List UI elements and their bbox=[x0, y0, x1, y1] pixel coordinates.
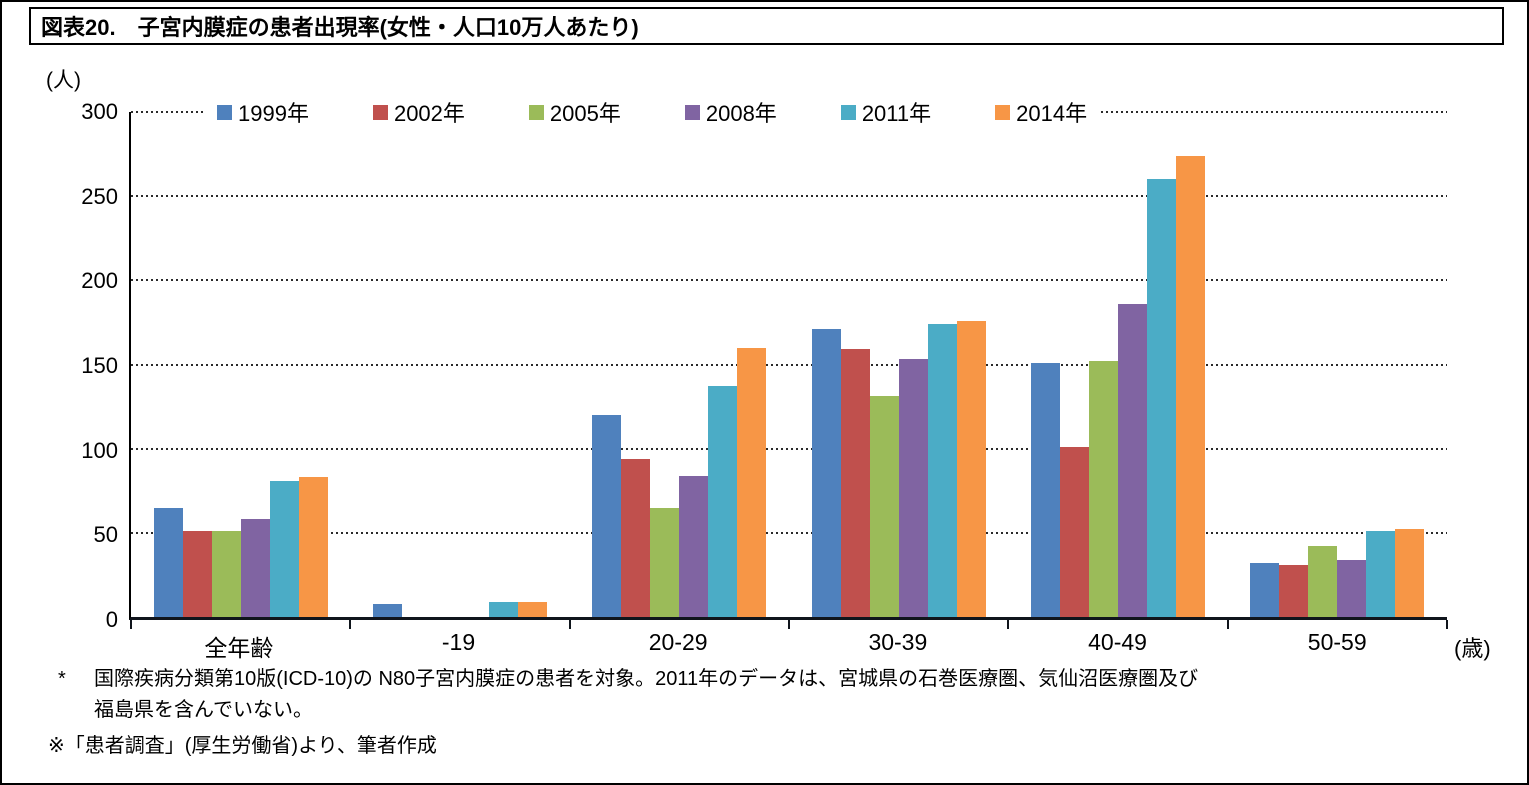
bar-1999年-20-29 bbox=[592, 415, 622, 617]
bar-2014年-全年齢 bbox=[298, 477, 328, 617]
bar-2008年-40-49 bbox=[1117, 303, 1147, 617]
x-axis-unit-label: (歳) bbox=[1454, 636, 1491, 661]
x-axis-tick bbox=[349, 620, 352, 629]
legend-label: 2002年 bbox=[393, 101, 465, 126]
x-axis-tick bbox=[788, 620, 790, 629]
x-category-label-40-49: 40-49 bbox=[1088, 629, 1147, 655]
bar-2011年-50-59 bbox=[1366, 531, 1396, 617]
legend-label: 1999年 bbox=[238, 101, 309, 126]
y-tick-label-50: 50 bbox=[93, 522, 118, 548]
bar-2011年--19 bbox=[488, 601, 518, 617]
gridline-150 bbox=[131, 363, 1447, 366]
y-axis-unit-label: (人) bbox=[46, 69, 81, 92]
x-axis-tick bbox=[1226, 620, 1229, 629]
bar-group-30-39 bbox=[789, 112, 1008, 617]
bar-2011年-全年齢 bbox=[269, 480, 299, 617]
bar-1999年-30-39 bbox=[811, 329, 841, 617]
bar-2014年--19 bbox=[517, 601, 547, 617]
x-axis-tick bbox=[130, 620, 132, 629]
footnote-marker: * bbox=[58, 668, 66, 690]
bar-2014年-30-39 bbox=[956, 320, 986, 617]
bar-2005年-全年齢 bbox=[211, 531, 241, 617]
bar-2005年-30-39 bbox=[869, 396, 899, 617]
bar-2002年-40-49 bbox=[1059, 446, 1089, 617]
legend-swatch-icon bbox=[372, 104, 388, 120]
plot-area: 1999年 2002年 2005年 2008年 2011年 2014年 bbox=[129, 97, 1448, 629]
gridline-50 bbox=[131, 531, 1447, 534]
bar-2008年-30-39 bbox=[898, 359, 928, 617]
footnote-icd: * 国際疾病分類第10版(ICD-10)の N80子宮内膜症の患者を対象。201… bbox=[48, 664, 1496, 726]
legend-label: 2011年 bbox=[861, 101, 932, 126]
legend-label: 2008年 bbox=[705, 101, 777, 126]
y-tick-label-200: 200 bbox=[81, 268, 118, 294]
y-tick-label-100: 100 bbox=[81, 437, 118, 463]
x-category-label-30-39: 30-39 bbox=[868, 629, 928, 655]
bar-2014年-40-49 bbox=[1175, 155, 1205, 617]
y-tick-label-0: 0 bbox=[105, 607, 118, 632]
y-axis-tick-labels: 0 50 100 150 200 250 300 bbox=[38, 99, 118, 632]
bar-group--19 bbox=[350, 112, 569, 617]
bar-2002年-20-29 bbox=[621, 458, 651, 617]
y-tick-label-300: 300 bbox=[81, 99, 118, 124]
bar-2002年-全年齢 bbox=[182, 531, 212, 617]
bar-group-50-59 bbox=[1228, 112, 1447, 617]
bar-group-40-49 bbox=[1008, 112, 1227, 617]
bar-2014年-20-29 bbox=[737, 347, 767, 617]
legend: 1999年 2002年 2005年 2008年 2011年 2014年 bbox=[203, 96, 1102, 128]
footnote-icd-text: 国際疾病分類第10版(ICD-10)の N80子宮内膜症の患者を対象。2011年… bbox=[94, 664, 1496, 726]
gridline-250 bbox=[131, 195, 1447, 198]
bar-2011年-20-29 bbox=[708, 386, 738, 617]
legend-item-2005年: 2005年 bbox=[528, 96, 621, 128]
legend-item-2014年: 2014年 bbox=[995, 96, 1087, 128]
bar-1999年-50-59 bbox=[1250, 563, 1280, 617]
footnote-source: ※「患者調査」(厚生労働省)より、筆者作成 bbox=[48, 735, 437, 757]
bar-2011年-40-49 bbox=[1146, 179, 1176, 617]
gridline-200 bbox=[131, 279, 1447, 282]
bar-1999年-全年齢 bbox=[153, 507, 183, 617]
x-axis-tick bbox=[1446, 620, 1448, 629]
x-axis-tick bbox=[568, 620, 571, 629]
x-axis-tick bbox=[1007, 620, 1010, 629]
legend-swatch-icon bbox=[684, 104, 700, 120]
bar-groups bbox=[131, 112, 1447, 617]
bar-2002年-50-59 bbox=[1279, 564, 1309, 617]
gridline-100 bbox=[131, 447, 1447, 450]
x-category-label-全年齢: 全年齢 bbox=[204, 635, 274, 661]
x-axis-category-labels: 全年齢 -19 20-29 30-39 40-49 50-59 bbox=[129, 629, 1447, 663]
footnote-icd-line2: 福島県を含んでいない。 bbox=[94, 699, 313, 721]
bar-group-全年齢 bbox=[131, 112, 350, 617]
legend-item-2002年: 2002年 bbox=[372, 96, 465, 128]
bar-2005年-50-59 bbox=[1308, 546, 1338, 617]
y-tick-label-150: 150 bbox=[81, 353, 118, 378]
bar-2008年-50-59 bbox=[1337, 559, 1367, 617]
legend-swatch-icon bbox=[528, 104, 544, 120]
footnotes: * 国際疾病分類第10版(ICD-10)の N80子宮内膜症の患者を対象。201… bbox=[48, 664, 1496, 762]
legend-swatch-icon bbox=[840, 104, 856, 120]
bar-2011年-30-39 bbox=[927, 324, 957, 617]
legend-item-1999年: 1999年 bbox=[217, 96, 309, 128]
footnote-icd-line1: 国際疾病分類第10版(ICD-10)の N80子宮内膜症の患者を対象。2011年… bbox=[94, 668, 1199, 690]
bar-1999年-40-49 bbox=[1030, 362, 1060, 617]
legend-label: 2005年 bbox=[549, 101, 621, 126]
chart-title: 図表20. 子宮内膜症の患者出現率(女性・人口10万人あたり) bbox=[29, 7, 1504, 45]
bar-group-20-29 bbox=[570, 112, 789, 617]
bar-2008年-全年齢 bbox=[240, 519, 270, 617]
bar-2005年-20-29 bbox=[650, 507, 680, 617]
y-tick-label-250: 250 bbox=[81, 183, 118, 209]
x-category-label--19: -19 bbox=[441, 629, 476, 655]
x-category-label-20-29: 20-29 bbox=[648, 629, 708, 655]
legend-item-2008年: 2008年 bbox=[684, 96, 777, 128]
bar-2014年-50-59 bbox=[1395, 529, 1425, 617]
bar-1999年--19 bbox=[372, 603, 402, 617]
bar-2005年-40-49 bbox=[1088, 361, 1118, 617]
legend-swatch-icon bbox=[995, 104, 1011, 120]
legend-swatch-icon bbox=[217, 104, 232, 120]
legend-item-2011年: 2011年 bbox=[840, 96, 932, 128]
bar-2008年-20-29 bbox=[679, 475, 709, 617]
bar-2002年-30-39 bbox=[840, 349, 870, 617]
legend-label: 2014年 bbox=[1016, 101, 1088, 126]
x-category-label-50-59: 50-59 bbox=[1307, 629, 1367, 655]
